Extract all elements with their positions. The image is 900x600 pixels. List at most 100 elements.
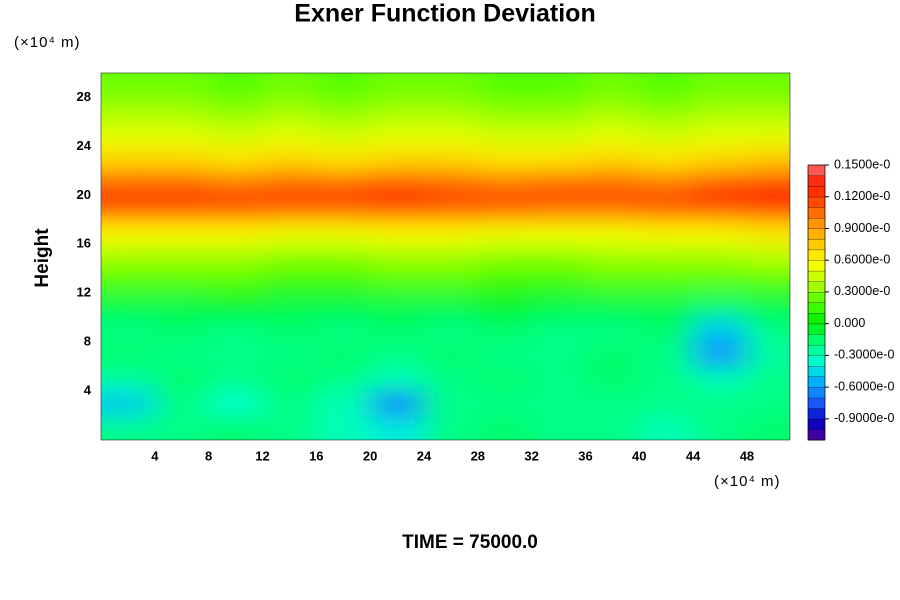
field-cell: [585, 342, 640, 368]
field-cell: [746, 170, 790, 196]
field-cell: [693, 170, 748, 196]
field-cell: [477, 170, 533, 196]
colorbar-step: [807, 376, 826, 388]
field-cell: [316, 121, 371, 147]
field-cell: [101, 342, 156, 368]
colorbar-tick-label: 0.9000e-0: [834, 221, 890, 235]
field-cell: [639, 415, 694, 440]
field-cell: [423, 342, 479, 368]
field-cell: [585, 121, 640, 147]
field-cell: [262, 170, 317, 196]
field-cell: [208, 73, 263, 98]
field-cell: [101, 219, 156, 245]
field-cell: [208, 342, 263, 368]
field-cell: [585, 415, 640, 440]
field-cell: [370, 121, 425, 147]
field-cell: [531, 366, 586, 392]
field-cell: [370, 219, 425, 245]
field-cell: [585, 293, 640, 319]
field-cell: [693, 366, 748, 392]
field-cell: [746, 317, 790, 343]
field-cell: [316, 293, 371, 319]
field-cell: [316, 170, 371, 196]
colorbar-tick-label: 0.1200e-0: [834, 189, 890, 203]
field-cell: [746, 268, 790, 294]
field-cell: [531, 121, 586, 147]
field-cell: [316, 342, 371, 368]
field-cell: [639, 293, 694, 319]
field-cell: [316, 366, 371, 392]
field-cell: [477, 121, 533, 147]
field-cell: [693, 317, 748, 343]
field-cell: [208, 244, 263, 270]
field-cell: [477, 195, 533, 221]
field-cell: [423, 366, 479, 392]
y-tick-label: 4: [84, 383, 92, 398]
colorbar-step: [807, 249, 826, 261]
x-tick-label: 4: [151, 448, 159, 463]
x-tick-label: 32: [524, 448, 538, 463]
field-cell: [154, 415, 210, 440]
field-cell: [693, 244, 748, 270]
field-cell: [262, 219, 317, 245]
field-cell: [746, 219, 790, 245]
field-cell: [208, 317, 263, 343]
field-cell: [154, 121, 210, 147]
colorbar-step: [807, 291, 826, 303]
field-cell: [531, 317, 586, 343]
field-cell: [477, 73, 533, 98]
field-cell: [423, 244, 479, 270]
field-cell: [370, 317, 425, 343]
field-cell: [531, 268, 586, 294]
field-cell: [208, 170, 263, 196]
field-cell: [262, 391, 317, 417]
field-cell: [208, 415, 263, 440]
field-cell: [154, 366, 210, 392]
field-cell: [639, 121, 694, 147]
field-cell: [477, 342, 533, 368]
field-cell: [531, 391, 586, 417]
x-tick-label: 28: [471, 448, 485, 463]
field-cell: [693, 293, 748, 319]
colorbar-frame: [807, 164, 826, 441]
field-cell: [154, 195, 210, 221]
field-cell: [262, 97, 317, 123]
field-cell: [746, 366, 790, 392]
colorbar-step: [807, 164, 826, 177]
field-cell: [370, 97, 425, 123]
plot-area: [101, 73, 790, 440]
field-cell: [154, 219, 210, 245]
x-unit: (×10⁴ m): [714, 473, 781, 490]
field-cell: [531, 293, 586, 319]
colorbar-tick-label: 0.3000e-0: [834, 284, 890, 298]
field-cell: [585, 73, 640, 98]
colorbar-step: [807, 323, 826, 335]
colorbar-step: [807, 386, 826, 399]
field-cell: [316, 268, 371, 294]
field-cell: [316, 73, 371, 98]
colorbar-tick-label: -0.9000e-0: [834, 411, 895, 425]
x-tick-label: 40: [632, 448, 646, 463]
colorbar-step: [807, 281, 826, 293]
colorbar-tick-label: -0.6000e-0: [834, 379, 895, 393]
colorbar-step: [807, 397, 826, 409]
field-cell: [531, 244, 586, 270]
field-cell: [423, 170, 479, 196]
field: [101, 73, 790, 440]
field-cell: [639, 366, 694, 392]
field-cell: [101, 391, 156, 417]
field-cell: [101, 73, 156, 98]
field-cell: [423, 73, 479, 98]
field-cell: [316, 219, 371, 245]
y-tick-label: 8: [84, 334, 91, 349]
field-cell: [101, 244, 156, 270]
field-cell: [370, 415, 425, 440]
field-cell: [746, 415, 790, 440]
y-axis-label: Height: [32, 228, 53, 288]
field-cell: [585, 391, 640, 417]
field-cell: [208, 268, 263, 294]
field-cell: [154, 268, 210, 294]
field-cell: [262, 244, 317, 270]
colorbar-step: [807, 196, 826, 208]
field-cell: [370, 366, 425, 392]
